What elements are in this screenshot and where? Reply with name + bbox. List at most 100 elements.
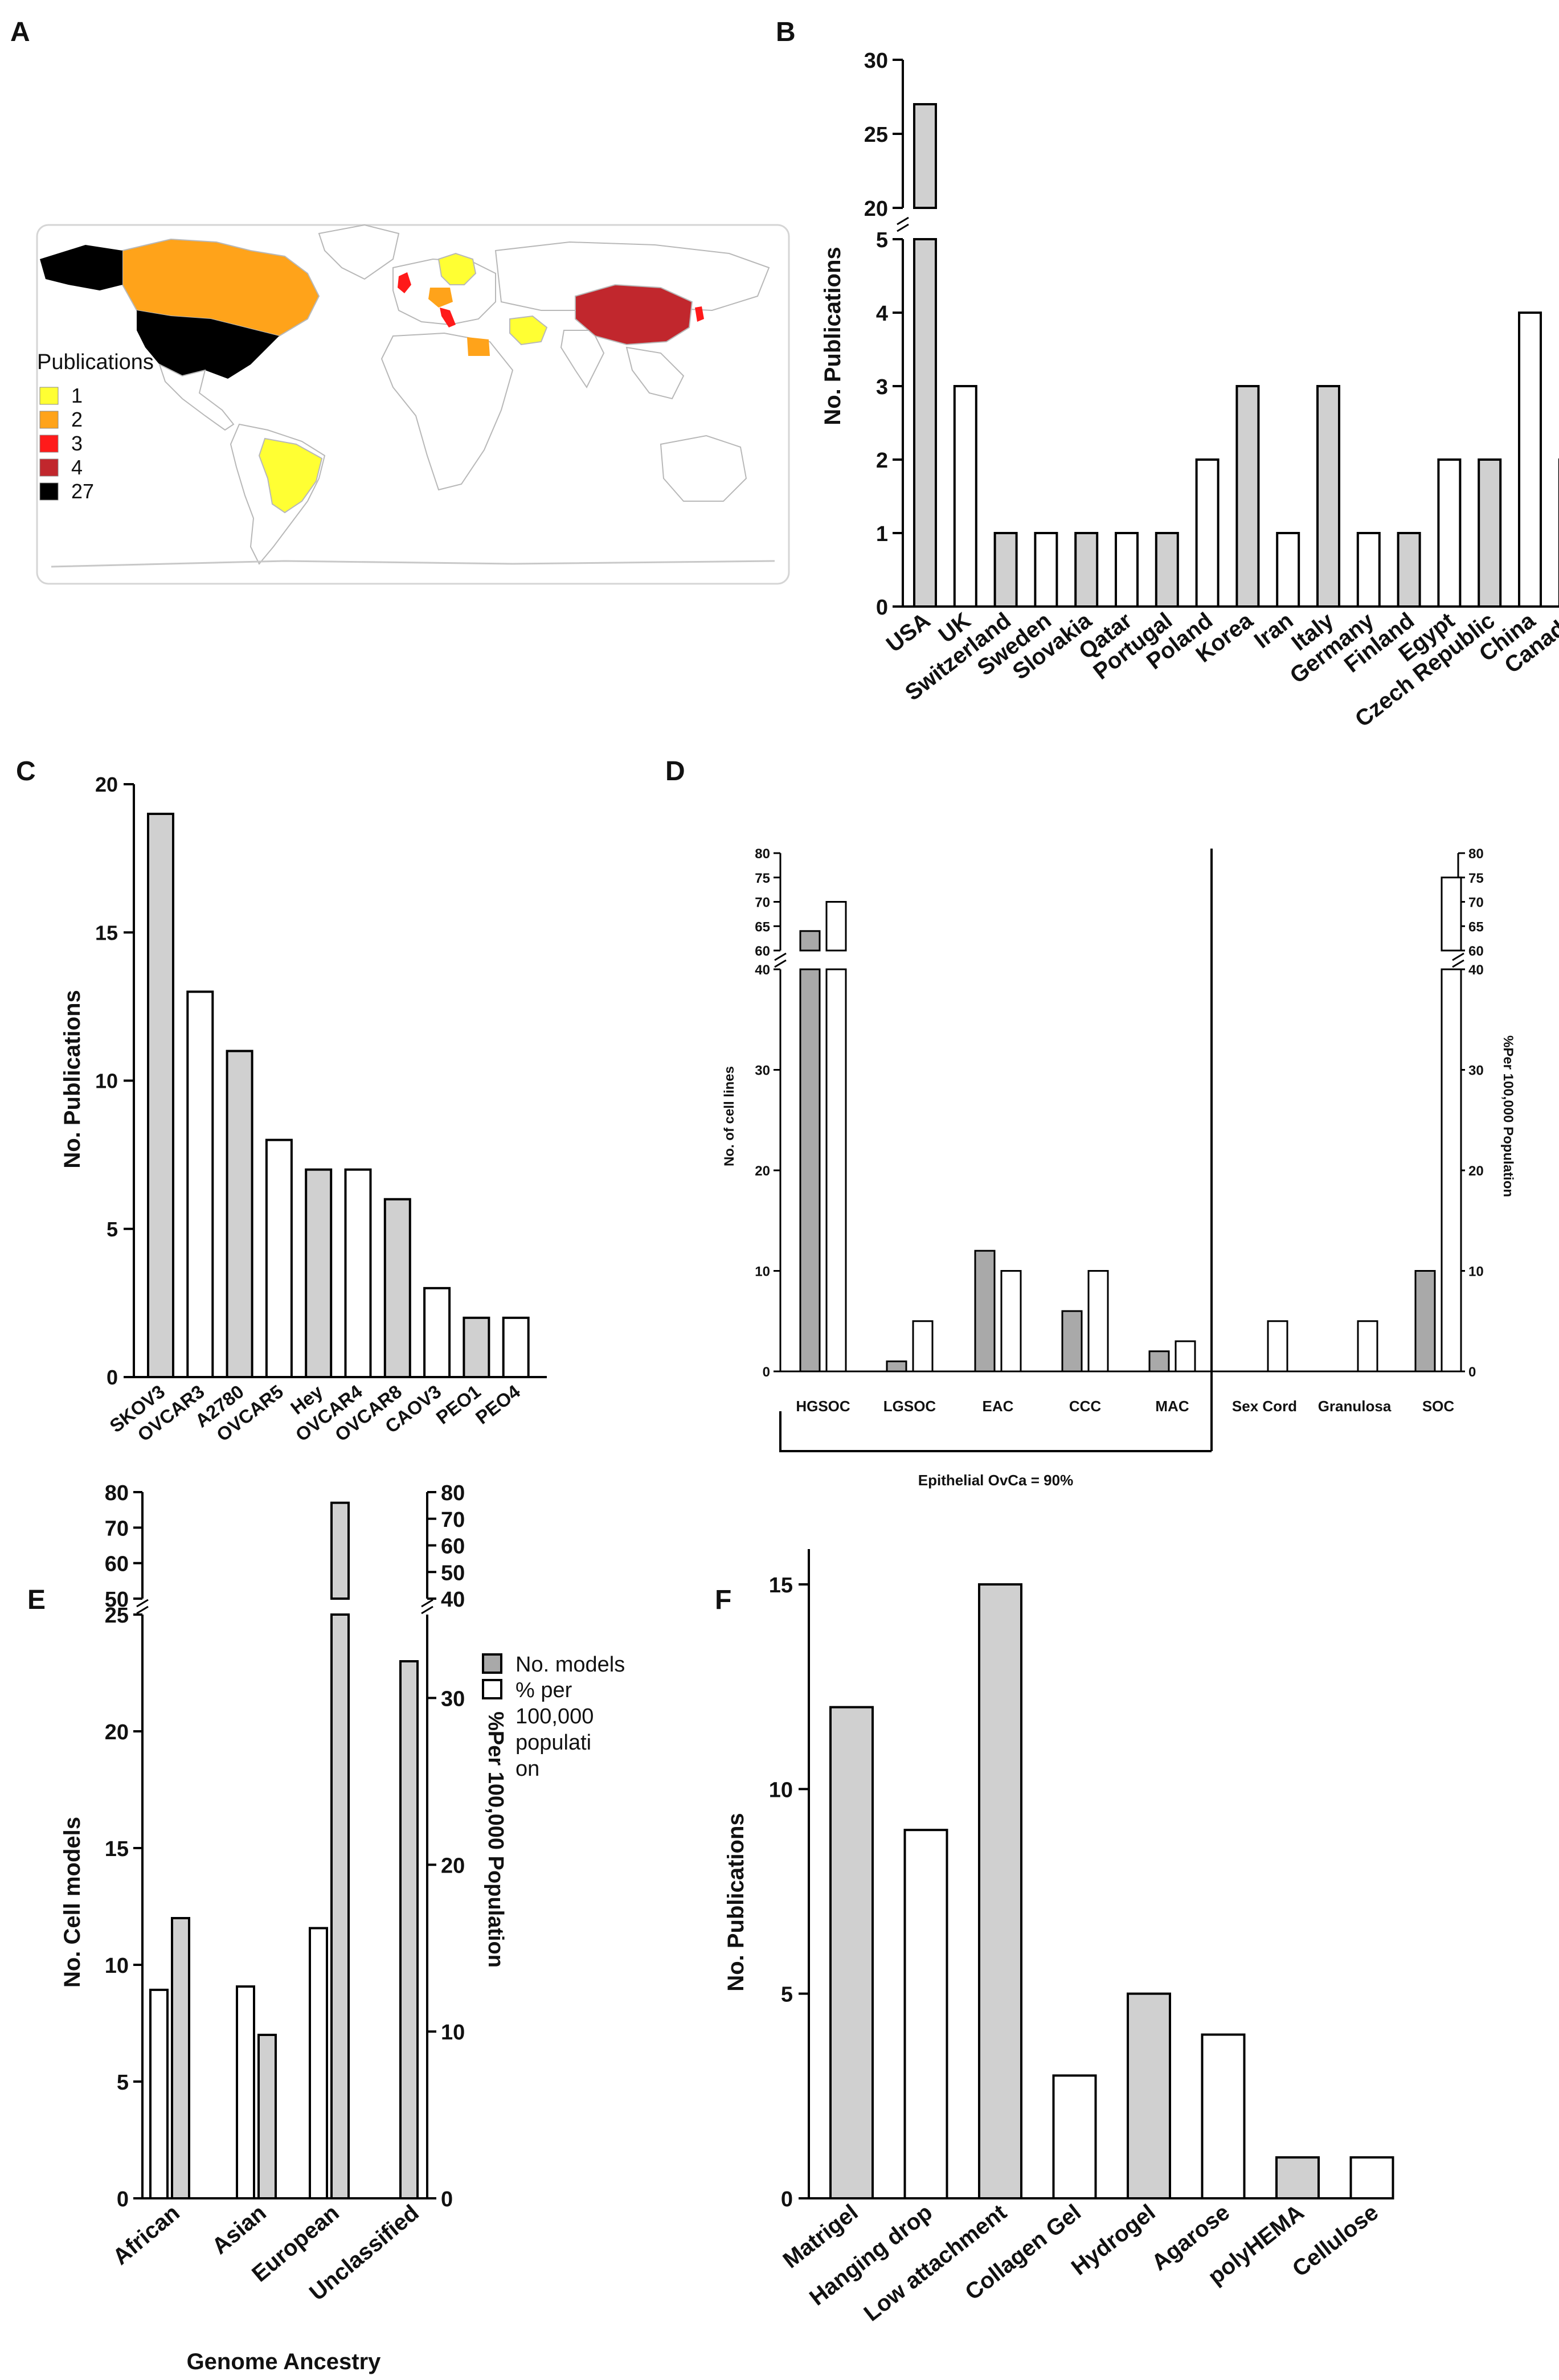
e-bar-models [399, 1660, 419, 2199]
c-y-axis-title: No. Publications [60, 990, 85, 1168]
d-tick-label-right: 20 [1468, 1164, 1484, 1179]
b-bar [953, 385, 977, 608]
f-bar [1052, 2074, 1097, 2199]
b-bar [1115, 532, 1139, 608]
f-bar [1127, 1992, 1171, 2200]
d-bar [1000, 1270, 1022, 1373]
d-bar [1175, 1340, 1196, 1373]
d-tick-label-left: 60 [755, 944, 770, 959]
map-legend-label: 2 [71, 408, 83, 431]
d-tick-label-right: 40 [1468, 962, 1484, 978]
d-y-axis-title-right: %Per 100,000 Population [1500, 1035, 1516, 1197]
b-axis-break [897, 216, 909, 232]
d-bar [799, 930, 821, 952]
map-legend-swatch [39, 482, 59, 501]
f-bar [829, 1706, 874, 2200]
e-axis-break-left [136, 1599, 149, 1615]
map-china [575, 284, 693, 346]
map-mexico [158, 363, 235, 431]
f-tick-label: 5 [781, 1983, 793, 2007]
e-tick-label-right: 80 [441, 1481, 465, 1505]
b-bar [1034, 532, 1058, 608]
b-bar [1074, 532, 1099, 608]
b-bar [1316, 385, 1340, 608]
e-tick-label-right: 40 [441, 1588, 465, 1612]
map-canada [122, 238, 320, 337]
d-bar [1061, 1310, 1083, 1373]
map-australia [660, 435, 747, 502]
d-tick-label-left: 20 [755, 1164, 770, 1179]
f-bar [1275, 2156, 1320, 2199]
map-egypt [467, 337, 490, 356]
map-legend-swatch [39, 458, 59, 477]
d-axis-break-left [774, 952, 787, 968]
d-x-label: Sex Cord [1232, 1398, 1297, 1415]
c-tick-label: 5 [107, 1218, 118, 1241]
e-bar-models [171, 1917, 190, 2199]
d-axis-break-right [1452, 952, 1464, 968]
d-tick-label-left: 75 [755, 871, 770, 886]
panel-label-e: E [27, 1585, 46, 1615]
e-tick-label-left: 80 [105, 1481, 129, 1505]
e-legend-percent-line: 100,000 [515, 1705, 594, 1728]
d-bar [825, 968, 847, 1373]
map-antarctica [51, 560, 775, 568]
panel-label-f: F [715, 1585, 731, 1615]
d-x-label: MAC [1155, 1398, 1189, 1415]
f-tick-label: 15 [769, 1574, 793, 1597]
b-tick-label: 30 [864, 49, 888, 73]
b-bar [1397, 532, 1421, 608]
d-bar [974, 1250, 996, 1373]
b-tick-label: 0 [876, 596, 888, 620]
e-tick-label-right: 60 [441, 1535, 465, 1559]
b-tick-label: 5 [876, 228, 888, 252]
e-bar-percent [309, 1927, 328, 2200]
map-usa [137, 310, 279, 379]
d-tick-label-right: 60 [1468, 944, 1484, 959]
c-bar [344, 1168, 372, 1378]
d-group-label: Epithelial OvCa = 90% [918, 1472, 1073, 1489]
e-axis-break-right [421, 1599, 433, 1615]
e-legend-percent-line: populati [515, 1731, 591, 1755]
d-bar [1267, 1320, 1288, 1373]
b-bar [1437, 458, 1462, 608]
d-bar [1414, 1270, 1436, 1373]
map-legend-title: Publications [37, 350, 154, 374]
d-tick-label-right: 70 [1468, 895, 1484, 911]
d-bar [886, 1360, 907, 1373]
map-alaska [40, 245, 122, 290]
d-x-label: HGSOC [796, 1398, 850, 1415]
e-legend-models: No. models [515, 1653, 625, 1677]
d-tick-label-right: 10 [1468, 1264, 1484, 1280]
b-tick-label: 20 [864, 197, 888, 221]
map-legend-label: 3 [71, 432, 83, 455]
c-bar [502, 1316, 530, 1378]
e-legend-swatch-models [482, 1653, 502, 1674]
b-bar [1195, 458, 1220, 608]
c-tick-label: 15 [95, 921, 118, 944]
d-tick-label-left: 65 [755, 919, 770, 935]
map-korea [695, 306, 704, 322]
f-tick-label: 10 [769, 1778, 793, 1802]
map-germany [428, 288, 453, 308]
b-tick-label: 25 [864, 123, 888, 147]
d-tick-label-left: 70 [755, 895, 770, 911]
e-tick-label-left: 20 [105, 1721, 129, 1744]
f-bar [978, 1583, 1022, 2199]
d-tick-label-right: 0 [1468, 1365, 1476, 1380]
d-x-label: SOC [1422, 1398, 1455, 1415]
e-tick-label-left: 50 [105, 1588, 129, 1612]
b-x-label: Iran [1250, 608, 1298, 653]
d-bar [1441, 876, 1462, 952]
d-tick-label-left: 80 [755, 846, 770, 862]
d-tick-label-left: 0 [763, 1365, 770, 1380]
c-bar [383, 1198, 411, 1378]
map-legend-swatch [39, 411, 59, 429]
d-x-label: EAC [983, 1398, 1014, 1415]
c-x-label: PEO1 [432, 1381, 485, 1428]
f-x-label: Hanging drop [805, 2199, 937, 2311]
